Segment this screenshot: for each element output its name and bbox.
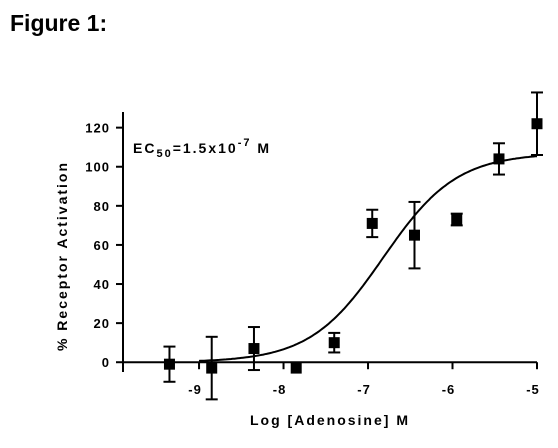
fit-curve-layer [198,155,538,362]
ec50-mid: =1.5x10 [173,140,238,156]
y-tick-label: 20 [94,316,110,331]
data-point [366,217,378,229]
data-point [290,362,302,374]
ec50-suffix: M [251,140,271,156]
data-points-layer [163,91,543,401]
x-tick-label: -6 [442,382,456,397]
y-tick-label: 40 [94,277,110,292]
y-tick-label: 80 [94,199,110,214]
data-point [493,153,505,165]
x-axis: -9 -8 -7 -6 -5 [123,361,540,397]
fit-curve [198,155,538,362]
data-point [328,337,340,349]
x-tick-label: -7 [357,382,371,397]
y-tick-label: 0 [102,355,110,370]
x-tick-label: -9 [188,382,202,397]
x-axis-label: Log [Adenosine] M [250,412,410,428]
y-tick-label: 60 [94,238,110,253]
y-tick-label: 100 [85,160,110,175]
data-point [248,343,260,355]
data-point [531,118,543,130]
figure-title: Figure 1: [10,10,108,36]
y-tick-label: 120 [85,121,110,136]
x-tick-label: -5 [526,382,540,397]
data-point [206,362,218,374]
data-point [451,214,463,226]
ec50-subscript: 50 [156,148,172,160]
ec50-superscript: -7 [238,137,252,149]
x-tick-label: -8 [273,382,287,397]
ec50-prefix: EC [133,140,156,156]
y-axis-label: % Receptor Activation [54,161,70,351]
y-axis: 0 20 40 60 80 100 120 [85,112,124,372]
ec50-annotation: EC50=1.5x10-7 M [133,137,271,160]
data-point [408,229,420,241]
data-point [163,358,175,370]
